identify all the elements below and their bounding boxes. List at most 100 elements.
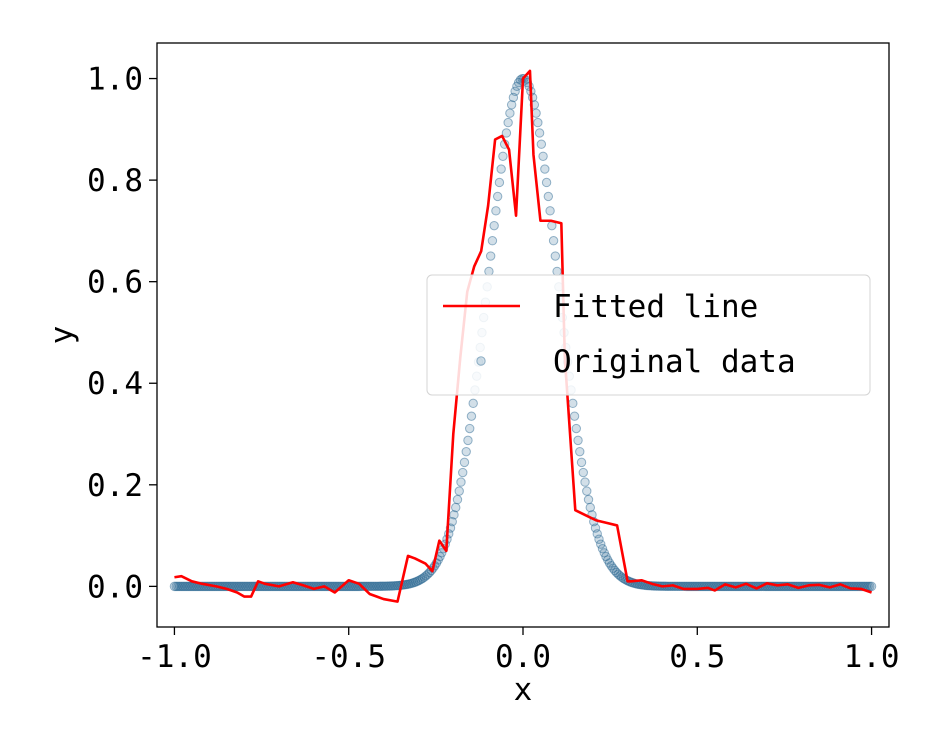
- scatter-point: [461, 446, 471, 457]
- scatter-point: [606, 561, 616, 571]
- scatter-point: [468, 398, 478, 409]
- y-tick-label: 0.8: [87, 163, 143, 199]
- scatter-point: [505, 108, 515, 118]
- scatter-point: [244, 581, 255, 592]
- scatter-point: [594, 534, 604, 544]
- scatter-point: [578, 467, 588, 478]
- scatter-point: [573, 435, 583, 446]
- fitted-line: [174, 69, 872, 603]
- scatter-point: [583, 494, 594, 505]
- scatter-point: [592, 529, 602, 539]
- scatter-point: [419, 572, 429, 582]
- scatter-point: [180, 581, 190, 592]
- scatter-point: [536, 139, 547, 149]
- scatter-point: [236, 581, 246, 592]
- scatter-point: [403, 579, 414, 589]
- x-tick-label: -0.5: [311, 639, 386, 675]
- scatter-point: [173, 581, 183, 592]
- scatter-point: [496, 164, 506, 174]
- x-axis-label: x: [514, 672, 533, 708]
- scatter-point: [451, 502, 461, 513]
- x-tick-label: 0.5: [669, 639, 725, 675]
- scatter-point: [501, 128, 512, 138]
- scatter-point: [178, 581, 188, 592]
- scatter-point: [239, 581, 250, 592]
- scatter-point: [582, 486, 592, 496]
- scatter-point: [410, 577, 421, 587]
- scatter-point: [344, 581, 354, 592]
- scatter-point: [374, 581, 384, 591]
- scatter-point: [540, 164, 550, 174]
- scatter-point: [452, 494, 463, 505]
- scatter-point: [508, 92, 519, 103]
- scatter-point: [531, 108, 541, 118]
- scatter-point: [241, 581, 251, 592]
- scatter-point: [375, 581, 386, 591]
- scatter-point: [405, 578, 415, 589]
- scatter-point: [234, 581, 244, 592]
- scatter-point: [571, 423, 581, 434]
- scatter-point: [407, 578, 417, 588]
- scatter-point: [463, 435, 473, 446]
- scatter-point: [176, 581, 187, 592]
- scatter-point: [169, 581, 180, 592]
- scatter-point: [506, 100, 517, 110]
- y-axis-ticks: 0.0 0.2 0.4 0.6 0.8 1.0: [87, 62, 157, 605]
- scatter-point: [174, 581, 185, 592]
- scatter-point: [417, 573, 428, 584]
- scatter-point: [610, 565, 620, 576]
- scatter-point: [512, 81, 522, 92]
- scatter-point: [575, 446, 585, 457]
- scatter-point: [421, 571, 431, 581]
- scatter-point: [423, 569, 433, 579]
- scatter-point: [492, 191, 503, 202]
- legend-original-data-marker: [476, 356, 486, 366]
- scatter-point: [381, 581, 391, 591]
- scatter-point: [459, 457, 470, 468]
- scatter-point: [372, 581, 382, 591]
- scatter-point: [866, 581, 877, 592]
- y-tick-label: 0.4: [87, 366, 143, 402]
- scatter-point: [603, 555, 613, 565]
- scatter-point: [232, 581, 243, 592]
- scatter-point: [590, 523, 601, 533]
- scatter-point: [550, 251, 561, 261]
- scatter-point: [596, 539, 606, 549]
- y-tick-label: 0.6: [87, 265, 143, 301]
- scatter-point: [568, 398, 578, 409]
- scatter-point: [465, 423, 475, 434]
- scatter-point: [491, 206, 501, 216]
- scatter-point: [382, 581, 393, 591]
- scatter-point: [576, 457, 587, 468]
- scatter-point: [412, 576, 422, 586]
- scatter-point: [449, 510, 459, 520]
- x-tick-label: 1.0: [844, 639, 900, 675]
- scatter-point: [416, 574, 426, 585]
- scatter-point: [171, 581, 181, 592]
- scatter-point: [368, 581, 379, 592]
- scatter-point: [386, 581, 396, 591]
- legend: Fitted line Original data: [426, 274, 871, 396]
- scatter-point: [365, 581, 375, 592]
- y-tick-label: 1.0: [87, 62, 143, 98]
- scatter-point: [409, 577, 419, 588]
- scatter-point: [370, 581, 381, 592]
- scatter-point: [414, 575, 424, 586]
- scatter-point: [569, 411, 580, 421]
- scatter-point: [601, 551, 611, 562]
- scatter-point: [494, 177, 505, 188]
- scatter-point: [466, 411, 477, 421]
- scatter-point: [534, 128, 545, 138]
- scatter-point: [367, 581, 377, 592]
- scatter-point: [503, 117, 513, 128]
- scatter-point: [489, 220, 499, 231]
- scatter-point: [597, 543, 608, 554]
- scatter-point: [454, 486, 464, 496]
- scatter-point: [487, 236, 498, 246]
- scatter-point: [379, 581, 389, 591]
- y-tick-label: 0.0: [87, 569, 143, 605]
- scatter-point: [183, 581, 194, 592]
- scatter-point: [615, 571, 625, 581]
- legend-box: [426, 274, 871, 396]
